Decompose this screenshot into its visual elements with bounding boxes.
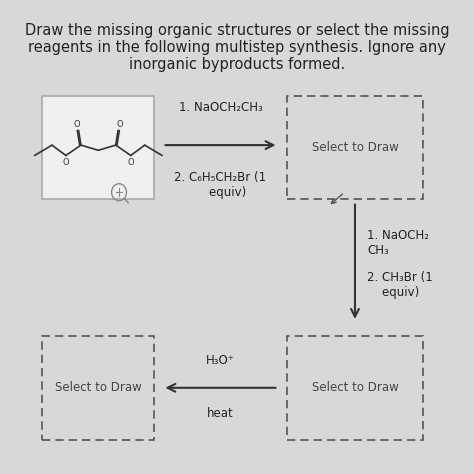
Text: Select to Draw: Select to Draw	[311, 141, 398, 154]
FancyBboxPatch shape	[43, 96, 154, 199]
Text: 2. CH₃Br (1
    equiv): 2. CH₃Br (1 equiv)	[367, 271, 433, 299]
Text: Select to Draw: Select to Draw	[55, 381, 142, 394]
Text: Select to Draw: Select to Draw	[311, 381, 398, 394]
Text: heat: heat	[207, 407, 234, 419]
Text: Draw the missing organic structures or select the missing
reagents in the follow: Draw the missing organic structures or s…	[25, 23, 449, 73]
Text: 1. NaOCH₂CH₃: 1. NaOCH₂CH₃	[179, 101, 262, 115]
Text: H₃O⁺: H₃O⁺	[206, 354, 235, 366]
Text: O: O	[73, 119, 80, 128]
Text: O: O	[128, 158, 134, 167]
Text: 2. C₆H₅CH₂Br (1
    equiv): 2. C₆H₅CH₂Br (1 equiv)	[174, 171, 266, 199]
Text: O: O	[63, 158, 69, 167]
Text: O: O	[117, 119, 123, 128]
Text: 1. NaOCH₂
CH₃: 1. NaOCH₂ CH₃	[367, 229, 429, 257]
